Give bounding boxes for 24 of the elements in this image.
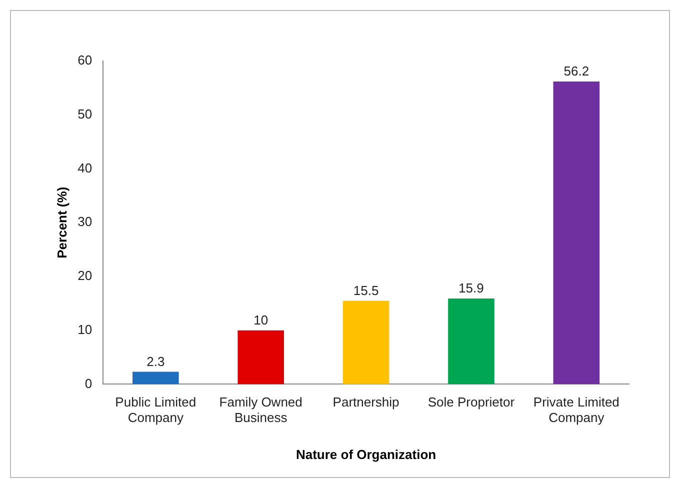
y-axis-title: Percent (%) [54,186,70,258]
y-tick-label: 40 [78,160,92,176]
bar [342,300,390,384]
y-tick-label: 60 [78,52,92,68]
x-tick-label: Public Limited Company [115,394,196,426]
x-axis-title: Nature of Organization [296,446,436,462]
bar [448,298,494,384]
data-label: 56.2 [564,64,590,79]
x-tick-label: Private Limited Company [533,394,620,426]
y-tick-label: 0 [84,376,92,391]
data-label: 15.5 [353,282,379,298]
data-label: 15.9 [458,280,484,296]
bar [553,81,600,384]
y-tick-label: 10 [78,322,92,337]
bar [132,372,179,384]
x-tick-label: Family Owned Business [219,394,302,426]
bar [238,330,284,384]
data-label: 10 [254,312,268,328]
y-tick-label: 50 [78,106,92,122]
x-tick-label: Partnership [332,394,400,410]
y-tick-label: 20 [78,268,92,284]
y-tick-label: 30 [78,214,92,230]
x-tick-label: Sole Proprietor [428,394,516,410]
data-label: 2.3 [146,354,165,369]
